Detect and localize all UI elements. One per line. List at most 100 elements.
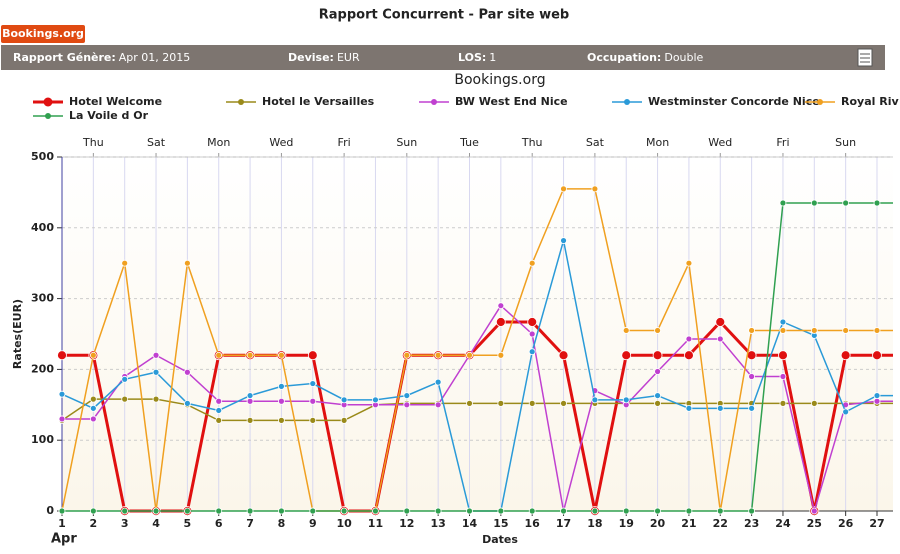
data-point [246, 392, 254, 399]
data-point [497, 351, 505, 359]
legend-label: La Voile d Or [69, 109, 149, 122]
data-point [527, 317, 538, 327]
data-point [558, 350, 569, 361]
data-point [528, 507, 536, 515]
info: Rapport Génère: Apr 01, 2015 Devise: EUR LOS… [13, 51, 704, 64]
data-point [591, 396, 599, 404]
data-point [372, 396, 379, 404]
data-point [621, 350, 632, 361]
data-point [58, 415, 66, 423]
series-line [62, 304, 893, 514]
data-point [183, 399, 191, 407]
info-item: Rapport Génère: Apr 01, 2015 [13, 51, 190, 64]
data-point [340, 416, 348, 424]
data-point [121, 375, 129, 383]
data-point [183, 507, 191, 515]
top-tick-label: Sun [396, 136, 417, 149]
data-point [716, 507, 724, 515]
data-point [58, 507, 66, 515]
x-tick-label: 15 [493, 517, 508, 530]
data-point [309, 416, 317, 424]
x-tick-label: 1 [58, 517, 66, 530]
data-point [403, 401, 411, 409]
data-point [278, 382, 285, 390]
data-point [779, 327, 787, 334]
x-tick-label: 21 [681, 517, 696, 530]
x-tick-label: 16 [525, 517, 541, 530]
data-point [340, 396, 348, 404]
data-point [872, 350, 882, 361]
data-point [560, 185, 567, 193]
data-point [810, 199, 818, 207]
data-point [340, 507, 348, 515]
data-point [434, 507, 442, 515]
data-point [715, 317, 726, 327]
data-point [873, 199, 881, 207]
top-tick-label: Tue [459, 136, 479, 149]
x-tick-label: 25 [807, 517, 822, 530]
legend-dot [43, 97, 53, 107]
data-point [403, 351, 411, 359]
data-point [873, 392, 881, 399]
x-tick-label: 7 [246, 517, 254, 530]
data-point [716, 404, 724, 412]
y-tick-label: 100 [31, 433, 54, 446]
legend-dot [817, 99, 823, 105]
data-point [307, 350, 318, 361]
data-point [434, 351, 442, 359]
data-point [778, 350, 788, 361]
top-tick-label: Wed [269, 136, 293, 149]
data-point [810, 327, 818, 334]
data-point [89, 395, 97, 403]
top-tick-label: Thu [82, 136, 104, 149]
data-point [528, 348, 536, 356]
x-tick-label: 22 [713, 517, 728, 530]
data-point [246, 397, 254, 405]
x-tick-label: 4 [152, 517, 160, 530]
data-point [215, 407, 223, 414]
info-value: EUR [337, 51, 360, 64]
data-point [873, 397, 881, 405]
x-tick-label: 2 [90, 517, 98, 530]
data-point [152, 368, 160, 376]
data-point [215, 351, 223, 359]
data-point [466, 351, 473, 359]
data-point [748, 327, 756, 334]
x-tick-label: 26 [838, 517, 854, 530]
data-point [497, 302, 505, 310]
series-line [61, 398, 893, 422]
x-tick-label: 24 [775, 517, 791, 530]
legend-dot [238, 99, 244, 105]
info-label: LOS: [458, 51, 486, 64]
tab[interactable] [1, 25, 85, 43]
data-point [840, 350, 851, 361]
data-point [560, 399, 567, 407]
export-icon[interactable] [857, 48, 873, 67]
data-point [309, 380, 317, 387]
data-point [246, 416, 254, 424]
data-point [497, 399, 505, 407]
data-point [495, 317, 506, 327]
data-point [842, 199, 850, 207]
data-point [372, 507, 379, 515]
data-point [215, 507, 223, 515]
legend-dot [431, 99, 437, 105]
legend-label: Westminster Concorde Nice [648, 95, 820, 108]
x-tick-label: 27 [869, 517, 884, 530]
top-tick-label: Fri [338, 136, 351, 149]
legend-label: BW West End Nice [455, 95, 568, 108]
data-point [842, 327, 850, 334]
x-tick-label: 20 [650, 517, 666, 530]
data-point [246, 351, 254, 359]
legend-label: Hotel Welcome [69, 95, 162, 108]
data-point [246, 507, 254, 515]
plot-area [62, 157, 893, 511]
data-point [57, 350, 67, 361]
top-tick-label: Fri [776, 136, 789, 149]
legend-dot [624, 99, 630, 105]
tab-label[interactable]: Bookings.org [2, 27, 84, 40]
info-bar [1, 45, 885, 70]
data-point [560, 507, 567, 515]
data-point [748, 373, 756, 380]
info-value: Apr 01, 2015 [119, 51, 191, 64]
